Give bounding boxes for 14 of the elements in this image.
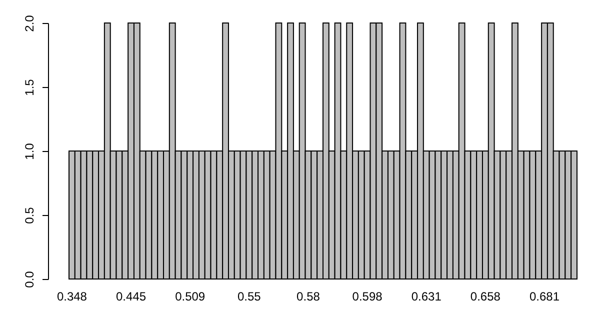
y-tick-label: 0.0	[22, 270, 36, 288]
x-tick-label: 0.598	[352, 290, 383, 304]
x-tick-label: 0.445	[116, 290, 146, 304]
x-tick-label: 0.55	[237, 290, 262, 304]
y-tick-label: 0.5	[22, 206, 36, 224]
x-tick-label: 0.58	[296, 290, 320, 304]
x-tick-label: 0.348	[56, 290, 88, 304]
x-tick-label: 0.509	[175, 290, 206, 304]
x-tick-label: 0.631	[411, 290, 442, 304]
y-tick-label: 2.0	[22, 14, 36, 32]
x-tick-label: 0.681	[529, 290, 560, 304]
x-tick-label: 0.658	[470, 290, 501, 304]
y-tick-label: 1.0	[22, 142, 36, 160]
y-tick-label: 1.5	[22, 78, 36, 96]
